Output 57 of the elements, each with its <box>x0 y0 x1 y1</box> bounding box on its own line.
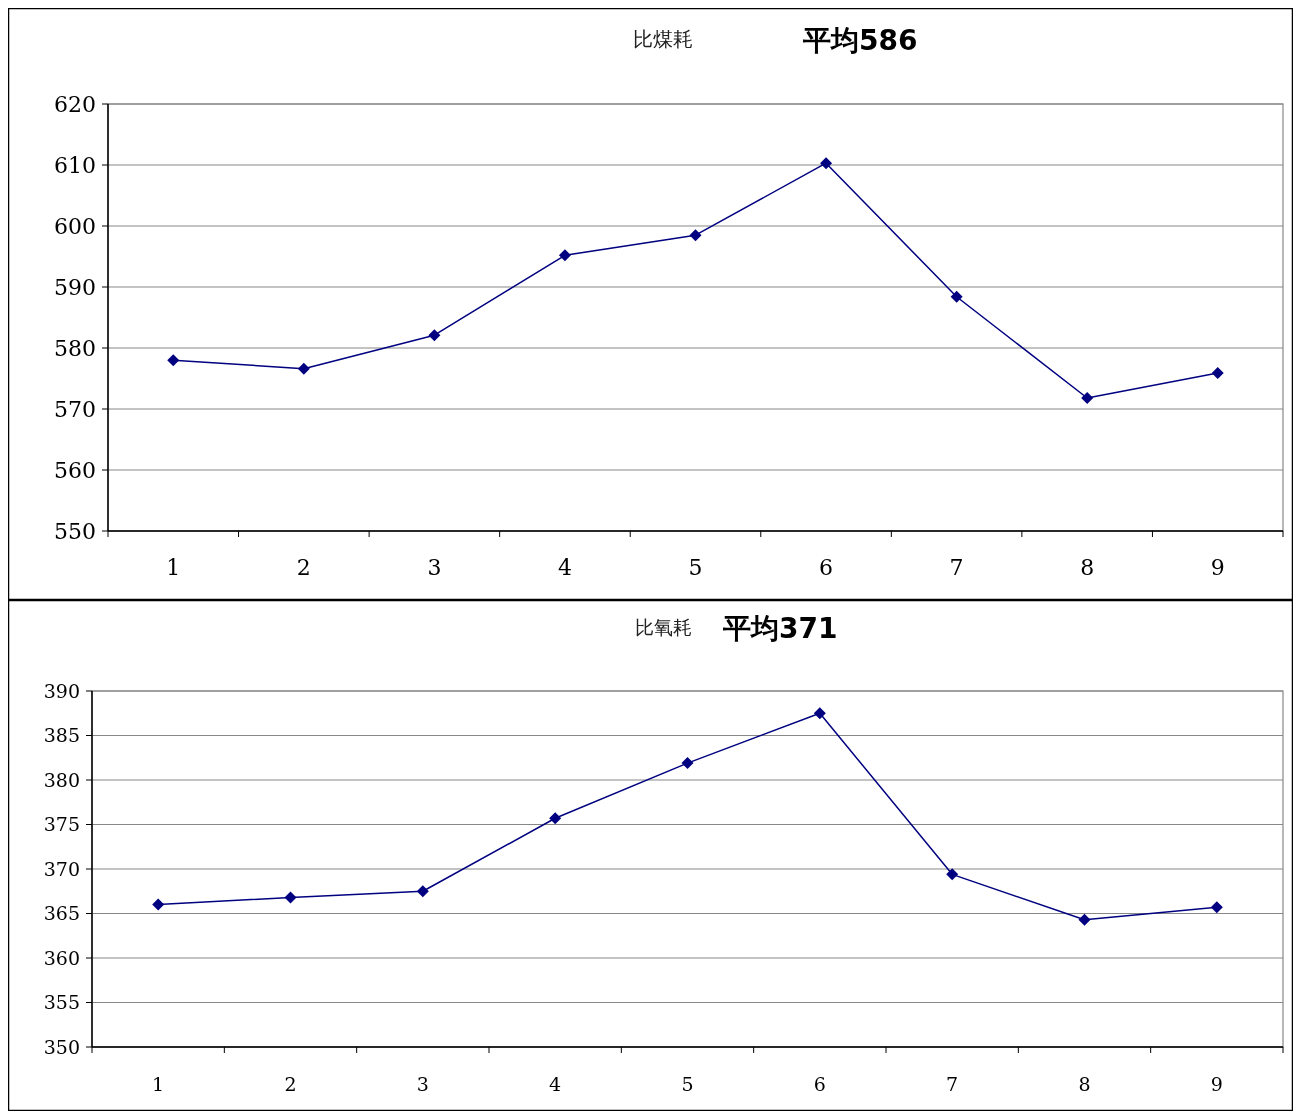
x-tick-label: 8 <box>1078 1073 1091 1095</box>
chart-title: 比氧耗 <box>634 616 692 638</box>
chart-subtitle: 平均371 <box>722 612 838 645</box>
y-tick-label: 385 <box>43 724 80 747</box>
chart-subtitle: 平均586 <box>802 24 918 57</box>
point <box>689 229 702 242</box>
x-tick-label: 8 <box>1080 555 1095 580</box>
point <box>1210 901 1223 914</box>
y-tick-label: 380 <box>43 768 80 791</box>
y-tick-label: 350 <box>43 1035 80 1058</box>
x-tick-label: 1 <box>152 1073 165 1095</box>
y-tick-label: 360 <box>43 946 80 969</box>
point <box>1211 367 1224 380</box>
x-tick-label: 5 <box>688 555 703 580</box>
x-tick-label: 3 <box>416 1073 429 1095</box>
x-tick-label: 2 <box>284 1073 297 1095</box>
point <box>558 249 571 262</box>
y-tick-label: 365 <box>43 902 80 925</box>
y-tick-label: 370 <box>43 857 80 880</box>
x-tick-label: 2 <box>296 555 311 580</box>
point <box>297 362 310 375</box>
x-tick-label: 7 <box>949 555 964 580</box>
x-tick-label: 9 <box>1210 1073 1223 1095</box>
x-tick-label: 6 <box>819 555 834 580</box>
x-tick-label: 9 <box>1210 555 1225 580</box>
point <box>549 812 562 825</box>
x-tick-label: 4 <box>549 1073 562 1095</box>
point <box>950 290 963 303</box>
point <box>416 885 429 898</box>
point <box>681 757 694 770</box>
y-tick-label: 560 <box>54 457 96 483</box>
point <box>813 707 826 720</box>
y-tick-label: 620 <box>54 91 96 117</box>
y-tick-label: 580 <box>54 335 96 361</box>
point <box>152 898 165 911</box>
point <box>1081 392 1094 405</box>
chart-title: 比煤耗 <box>633 27 693 51</box>
x-tick-label: 3 <box>427 555 442 580</box>
x-tick-label: 1 <box>166 555 181 580</box>
y-tick-label: 550 <box>54 518 96 544</box>
x-tick-label: 6 <box>813 1073 826 1095</box>
point <box>167 354 180 367</box>
y-tick-label: 590 <box>54 274 96 300</box>
y-tick-label: 570 <box>54 396 96 422</box>
point <box>1078 913 1091 926</box>
point <box>284 891 297 904</box>
x-tick-label: 5 <box>681 1073 694 1095</box>
x-tick-label: 7 <box>946 1073 959 1095</box>
y-tick-label: 355 <box>43 991 80 1014</box>
y-tick-label: 390 <box>43 679 80 702</box>
y-tick-label: 600 <box>54 213 96 239</box>
point <box>820 157 833 170</box>
y-tick-label: 610 <box>54 152 96 178</box>
y-tick-label: 375 <box>43 813 80 836</box>
point <box>428 329 441 342</box>
x-tick-label: 4 <box>557 555 572 580</box>
point <box>946 868 959 881</box>
